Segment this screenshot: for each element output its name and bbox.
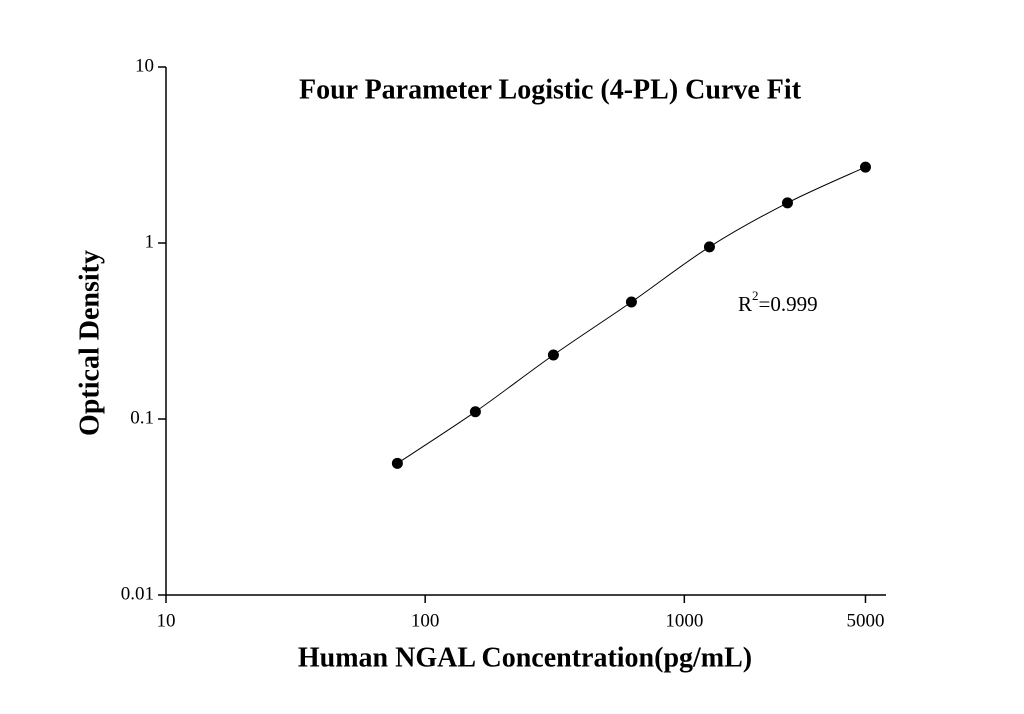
y-tick-label: 1: [145, 231, 155, 252]
x-tick-label: 100: [411, 610, 440, 631]
data-point: [703, 241, 715, 253]
x-axis-title: Human NGAL Concentration(pg/mL): [298, 642, 752, 673]
data-point: [547, 349, 559, 361]
data-point: [469, 406, 481, 418]
annotation-base: R: [738, 292, 752, 316]
data-point: [625, 296, 637, 308]
y-tick-label: 0.1: [130, 407, 154, 428]
data-point: [391, 457, 403, 469]
data-point: [859, 161, 871, 173]
x-tick-label: 1000: [665, 610, 703, 631]
y-axis-title: Optical Density: [74, 250, 105, 436]
annotation-rest: =0.999: [759, 292, 818, 316]
x-tick-label: 10: [157, 610, 176, 631]
annotation: R2=0.999: [738, 288, 818, 316]
data-point: [781, 197, 793, 209]
chart-title: Four Parameter Logistic (4-PL) Curve Fit: [299, 74, 802, 105]
y-tick-label: 10: [135, 55, 154, 76]
y-tick-label: 0.01: [121, 583, 154, 604]
annotation-sup: 2: [752, 288, 759, 303]
x-tick-label: 5000: [846, 610, 884, 631]
